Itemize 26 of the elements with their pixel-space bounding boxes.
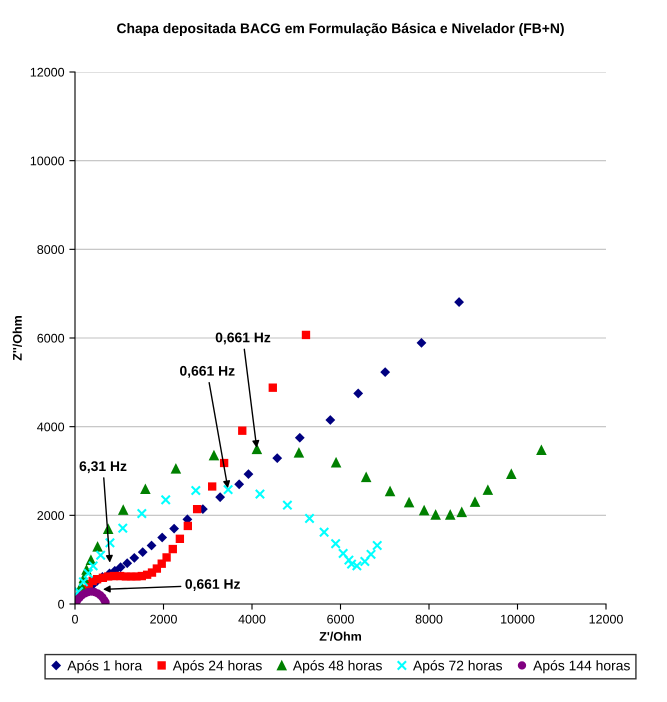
x-tick-label: 2000: [150, 614, 177, 624]
annotation: 0,661 Hz: [180, 366, 235, 378]
x-tick-label: 10000: [501, 614, 534, 624]
annotation: 6,31 Hz: [80, 461, 126, 474]
legend-label: Após 144 horas: [533, 660, 630, 674]
x-tick-label: 0: [72, 614, 78, 624]
y-tick-label: 12000: [30, 68, 64, 77]
y-tick-label: 2000: [37, 511, 64, 520]
y-axis-title: Z''/Ohm: [12, 316, 22, 360]
y-tick-label: 0: [58, 600, 64, 609]
y-tick-label: 6000: [37, 334, 64, 343]
x-tick-label: 12000: [590, 614, 623, 624]
legend-label: Após 24 horas: [172, 660, 262, 674]
x-tick-label: 6000: [327, 614, 354, 624]
y-tick-label: 4000: [37, 422, 64, 432]
annotation: 0,661 Hz: [185, 579, 240, 591]
x-tick-label: 4000: [238, 614, 266, 624]
y-tick-label: 8000: [37, 245, 64, 254]
x-tick-label: 8000: [416, 614, 442, 624]
x-axis-title: Z'/Ohm: [320, 632, 362, 641]
legend-label: Após 48 horas: [292, 660, 382, 674]
legend-label: Após 72 horas: [413, 660, 502, 674]
legend-label: Após 1 hora: [67, 660, 142, 674]
annotation: 0,661 Hz: [216, 332, 270, 344]
y-tick-label: 10000: [30, 156, 64, 166]
chart-title: Chapa depositada BACG em Formulação Básica e Nivelador (FB+N): [117, 22, 564, 36]
